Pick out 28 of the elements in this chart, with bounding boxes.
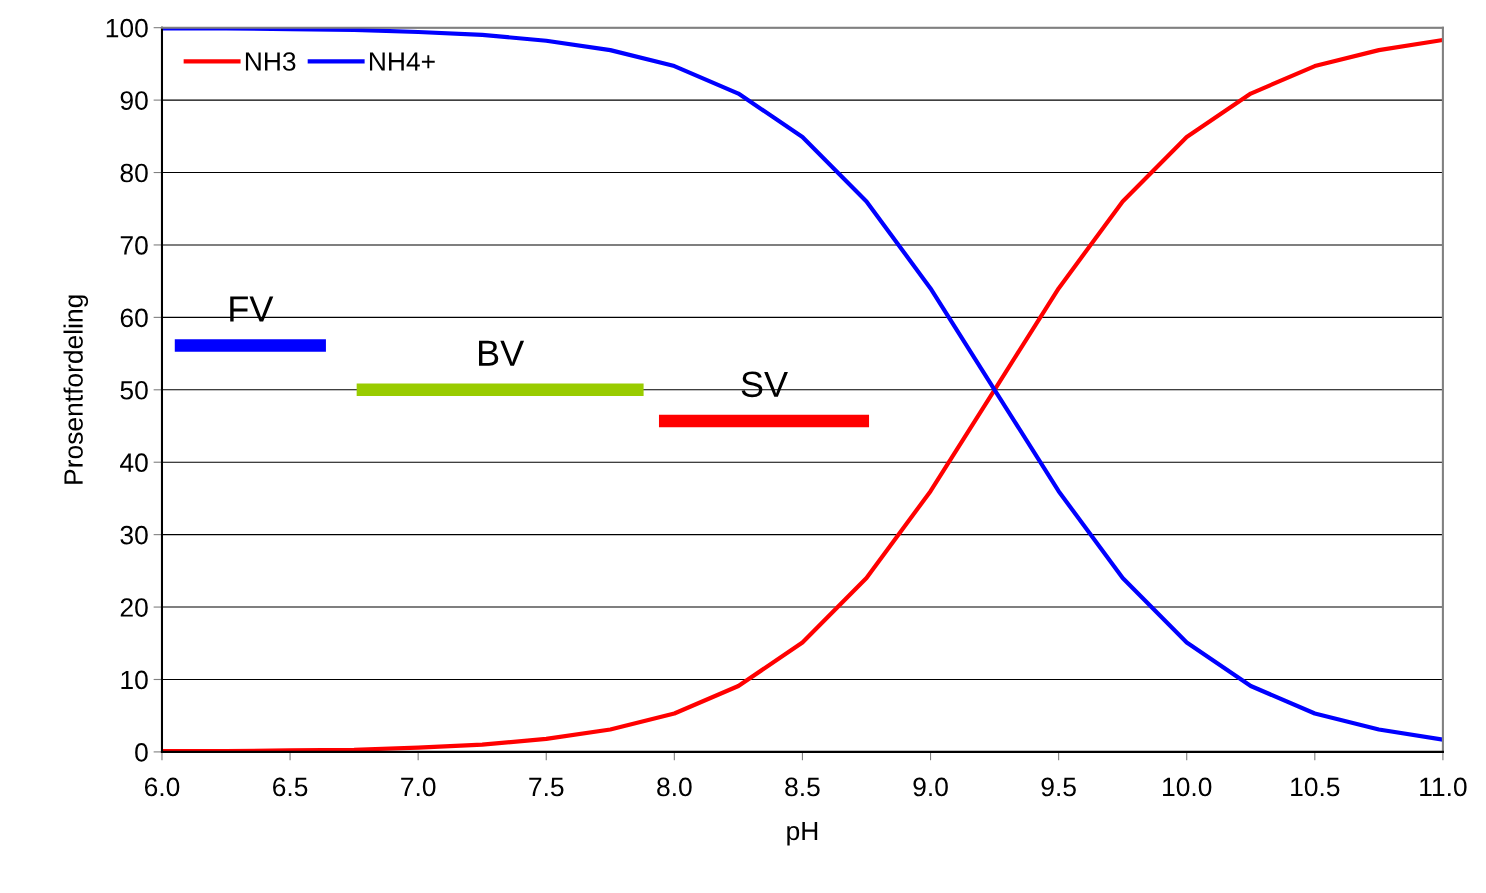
x-tick-label: 11.0 xyxy=(1420,777,1467,797)
y-tick-label: 100 xyxy=(106,18,148,38)
series-label: FV xyxy=(230,296,274,322)
y-tick-label: 80 xyxy=(120,163,148,183)
x-tick-label: 9.0 xyxy=(913,777,948,797)
y-tick-label: 90 xyxy=(120,91,148,110)
y-tick-label: 30 xyxy=(120,525,148,545)
y-tick-label: 40 xyxy=(120,453,148,473)
y-tick-label: 60 xyxy=(120,308,148,328)
x-tick-label: 10.0 xyxy=(1163,777,1212,797)
x-tick-label: 7.0 xyxy=(401,777,436,797)
x-tick-label: 10.5 xyxy=(1291,777,1340,797)
x-tick-label: 8.0 xyxy=(657,777,692,797)
x-tick-label: 8.5 xyxy=(785,777,820,797)
y-tick-label: 50 xyxy=(120,380,148,400)
x-tick-label: 7.5 xyxy=(529,777,564,797)
legend-label: NH3 xyxy=(245,52,296,71)
y-tick-label: 0 xyxy=(135,743,148,762)
x-tick-label: 6.0 xyxy=(144,777,180,797)
x-tick-label: 9.5 xyxy=(1041,777,1076,797)
y-tick-label: 70 xyxy=(120,236,148,255)
x-tick-label: 6.5 xyxy=(273,777,308,797)
y-tick-label: 20 xyxy=(120,598,148,617)
y-tick-label: 10 xyxy=(121,670,148,690)
series-label: BV xyxy=(479,340,525,366)
x-axis-title: pH xyxy=(787,821,818,846)
y-axis-title: Prosentfordeling xyxy=(63,295,89,484)
legend-label: NH4+ xyxy=(369,52,435,71)
